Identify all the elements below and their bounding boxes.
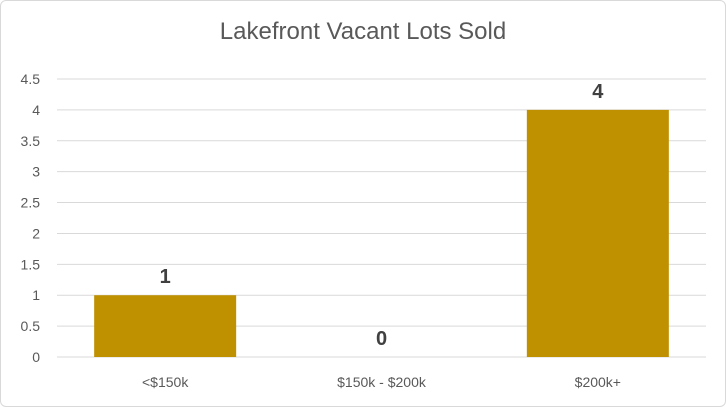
y-axis-tick-labels: 0 0.5 1 1.5 2 2.5 3 3.5 4 4.5 <box>21 71 41 365</box>
chart-title: Lakefront Vacant Lots Sold <box>219 18 507 45</box>
x-category-label: $200k+ <box>575 374 621 390</box>
x-category-label: <$150k <box>142 374 189 390</box>
y-tick-label: 2 <box>32 225 40 241</box>
y-tick-label: 3 <box>32 164 40 180</box>
y-tick-label: 1.5 <box>21 256 41 272</box>
x-axis-category-labels: <$150k $150k - $200k $200k+ <box>142 374 621 390</box>
y-tick-label: 0.5 <box>21 318 41 334</box>
y-tick-label: 2.5 <box>21 195 41 211</box>
data-label: 4 <box>592 81 604 103</box>
data-label: 1 <box>160 266 171 288</box>
bar <box>526 109 669 357</box>
data-labels: 1 0 4 <box>160 81 605 350</box>
bar <box>94 295 237 357</box>
y-tick-label: 4 <box>32 102 40 118</box>
y-tick-label: 1 <box>32 287 40 303</box>
y-tick-label: 0 <box>32 349 40 365</box>
y-tick-label: 4.5 <box>21 71 41 87</box>
y-tick-label: 3.5 <box>21 133 41 149</box>
data-label: 0 <box>376 328 387 350</box>
bars <box>94 109 669 357</box>
x-category-label: $150k - $200k <box>337 374 427 390</box>
